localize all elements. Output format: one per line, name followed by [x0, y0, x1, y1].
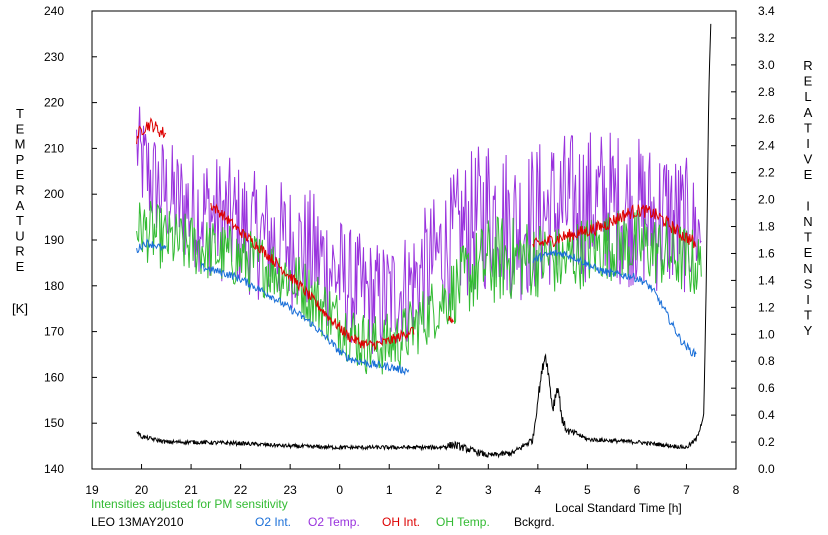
left-tick-label: 170: [44, 325, 64, 339]
bckgrd-line: [136, 23, 712, 459]
left-axis-letter: R: [15, 244, 24, 259]
right-tick-label: 3.2: [758, 31, 775, 45]
legend-bckgrd: Bckgrd.: [514, 515, 555, 529]
left-tick-label: 140: [44, 462, 64, 476]
right-tick-label: 2.0: [758, 193, 775, 207]
left-axis-letter: R: [15, 183, 24, 198]
x-tick-label: 2: [435, 483, 442, 497]
series-layer: [136, 23, 712, 459]
x-tick-label: 23: [283, 483, 297, 497]
right-tick-label: 0.6: [758, 381, 775, 395]
x-tick-label: 22: [234, 483, 248, 497]
x-tick-label: 7: [683, 483, 690, 497]
right-tick-label: 3.0: [758, 58, 775, 72]
left-tick-label: 150: [44, 416, 64, 430]
left-tick-label: 180: [44, 279, 64, 293]
x-tick-label: 5: [584, 483, 591, 497]
x-tick-label: 19: [85, 483, 99, 497]
right-axis-letter: N: [803, 261, 812, 276]
left-axis-letter: E: [16, 259, 25, 274]
right-tick-label: 0.8: [758, 354, 775, 368]
left-axis-ticks: 140 150 160 170 180 190 200 210 220 230 240: [44, 4, 97, 476]
x-tick-label: 21: [184, 483, 198, 497]
oh_int-line: [136, 117, 167, 145]
x-tick-label: 3: [485, 483, 492, 497]
x-tick-label: 20: [135, 483, 149, 497]
left-tick-label: 190: [44, 233, 64, 247]
right-axis-letter: A: [804, 105, 813, 120]
right-tick-label: 1.2: [758, 300, 775, 314]
left-axis-unit: [K]: [12, 301, 28, 316]
left-axis-letter: P: [16, 152, 25, 167]
o2_int-line: [200, 261, 410, 376]
oh_temp-line: [136, 201, 702, 375]
right-axis-letter: R: [803, 58, 812, 73]
left-axis-letter: T: [16, 213, 24, 228]
right-tick-label: 1.4: [758, 273, 775, 287]
o2_int-line: [532, 249, 697, 357]
legend-oh_temp: OH Temp.: [436, 515, 490, 529]
right-axis-letter: L: [804, 89, 811, 104]
left-axis-letter: E: [16, 121, 25, 136]
left-tick-label: 210: [44, 141, 64, 155]
right-tick-label: 3.4: [758, 4, 775, 18]
station-date: LEO 13MAY2010: [91, 515, 184, 529]
right-tick-label: 2.6: [758, 112, 775, 126]
oh_int-line: [210, 202, 415, 352]
right-tick-label: 1.6: [758, 246, 775, 260]
right-axis-letter: I: [806, 198, 810, 213]
right-axis-letter: S: [804, 276, 813, 291]
right-tick-label: 2.8: [758, 85, 775, 99]
x-tick-label: 4: [535, 483, 542, 497]
right-tick-label: 2.2: [758, 166, 775, 180]
adjustment-note: Intensities adjusted for PM sensitivity: [91, 497, 288, 511]
right-tick-label: 0.4: [758, 408, 775, 422]
right-axis-letter: T: [804, 230, 812, 245]
x-tick-label: 1: [386, 483, 393, 497]
right-axis-letter: N: [803, 214, 812, 229]
right-axis-letter: Y: [804, 323, 813, 338]
x-axis-label: Local Standard Time [h]: [555, 501, 682, 515]
right-tick-label: 0.2: [758, 435, 775, 449]
right-axis-letter: I: [806, 292, 810, 307]
left-tick-label: 160: [44, 370, 64, 384]
right-tick-label: 1.0: [758, 327, 775, 341]
left-tick-label: 230: [44, 50, 64, 64]
left-axis-letter: E: [16, 167, 25, 182]
right-tick-label: 2.4: [758, 139, 775, 153]
x-tick-label: 0: [336, 483, 343, 497]
left-axis-letter: A: [16, 198, 25, 213]
x-tick-label: 6: [634, 483, 641, 497]
right-axis-letter: T: [804, 308, 812, 323]
left-axis-letter: T: [16, 106, 24, 121]
right-axis-letter: E: [804, 167, 813, 182]
left-tick-label: 220: [44, 96, 64, 110]
right-tick-label: 1.8: [758, 220, 775, 234]
legend-oh_int: OH Int.: [382, 515, 420, 529]
right-axis-letter: V: [804, 152, 813, 167]
right-tick-label: 0.0: [758, 462, 775, 476]
legend-o2_int: O2 Int.: [255, 515, 291, 529]
left-tick-label: 240: [44, 4, 64, 18]
oh_int-line: [532, 203, 697, 249]
legend-o2_temp: O2 Temp.: [308, 515, 360, 529]
x-axis-ticks: 19 20 21 22 23 0 1 2 3 4 5 6 7 8: [85, 464, 740, 497]
x-tick-label: 8: [733, 483, 740, 497]
right-axis-letter: T: [804, 120, 812, 135]
right-axis-letter: E: [804, 245, 813, 260]
right-axis-letter: E: [804, 74, 813, 89]
left-axis-letter: M: [15, 137, 26, 152]
legend: O2 Int. O2 Temp. OH Int. OH Temp. Bckgrd.: [255, 515, 555, 529]
oh_int-line: [448, 315, 454, 324]
left-axis-letter: U: [15, 228, 24, 243]
left-tick-label: 200: [44, 187, 64, 201]
right-axis-ticks: 0.0 0.2 0.4 0.6 0.8 1.0 1.2 1.4 1.6 1.8 2.0 2.2 2.4 2…: [731, 4, 775, 476]
o2_int-line: [136, 238, 167, 254]
right-axis-letter: I: [806, 136, 810, 151]
